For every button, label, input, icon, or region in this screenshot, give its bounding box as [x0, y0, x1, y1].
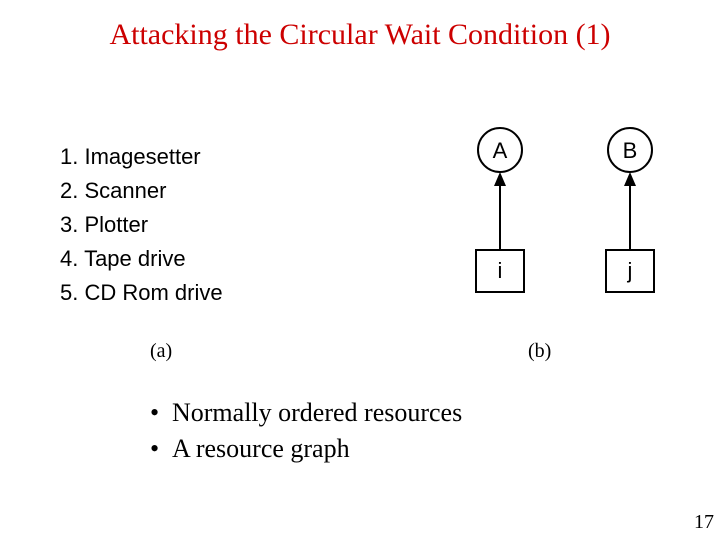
- page-number: 17: [694, 511, 714, 534]
- resource-graph: A B i j: [440, 120, 690, 320]
- resource-list: 1. Imagesetter 2. Scanner 3. Plotter 4. …: [60, 140, 223, 310]
- bullet-dot-icon: •: [150, 395, 172, 431]
- caption-b: (b): [528, 340, 551, 363]
- bullet-item: •A resource graph: [150, 431, 462, 467]
- bullet-list: •Normally ordered resources •A resource …: [150, 395, 462, 467]
- bullet-item: •Normally ordered resources: [150, 395, 462, 431]
- list-item: 2. Scanner: [60, 174, 223, 208]
- list-item: 3. Plotter: [60, 208, 223, 242]
- list-item: 5. CD Rom drive: [60, 276, 223, 310]
- caption-a: (a): [150, 340, 172, 363]
- slide-title: Attacking the Circular Wait Condition (1…: [0, 18, 720, 52]
- arrowhead-i-a: [494, 172, 506, 186]
- list-item: 4. Tape drive: [60, 242, 223, 276]
- node-i-label: i: [498, 258, 503, 283]
- node-b-label: B: [623, 138, 638, 163]
- node-j-label: j: [627, 258, 633, 283]
- list-item: 1. Imagesetter: [60, 140, 223, 174]
- bullet-dot-icon: •: [150, 431, 172, 467]
- arrowhead-j-b: [624, 172, 636, 186]
- node-a-label: A: [493, 138, 508, 163]
- slide: Attacking the Circular Wait Condition (1…: [0, 0, 720, 540]
